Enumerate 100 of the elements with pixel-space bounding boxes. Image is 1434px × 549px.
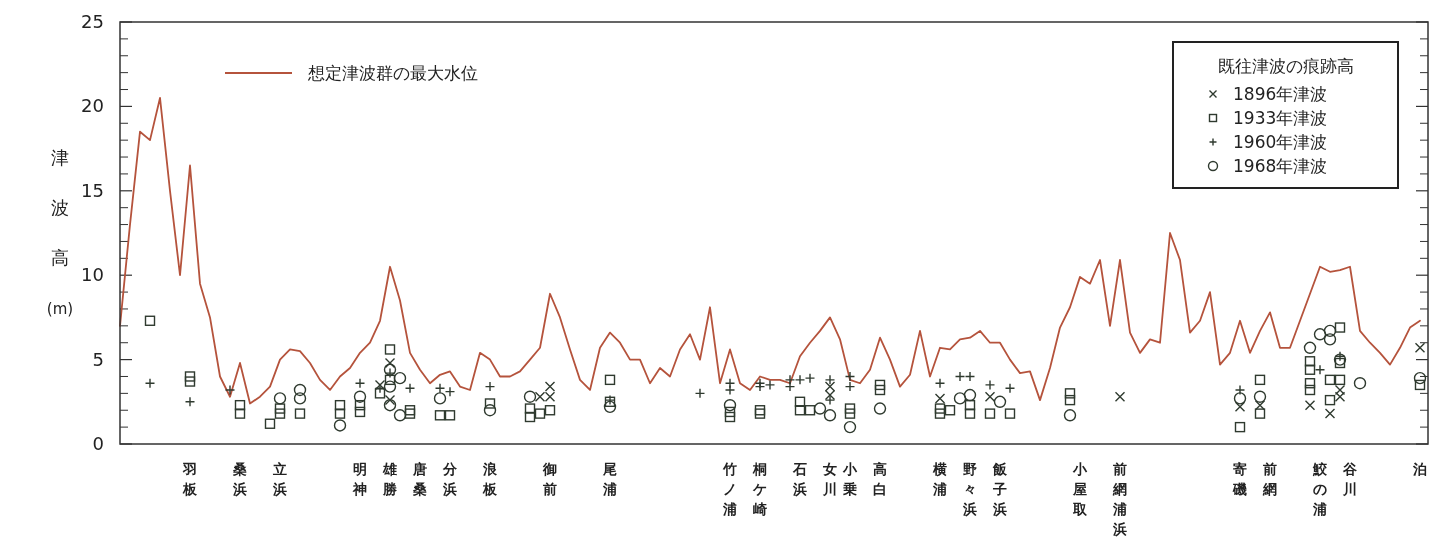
point [1334,322,1346,333]
point [374,388,386,399]
x-tick-label: 唐桑 [412,461,427,497]
point [1313,328,1327,341]
point [274,408,286,419]
point [844,403,856,414]
x-tick-label: 野々浜 [962,461,977,517]
x-tick-label: 立浜 [272,461,287,497]
x-tick-label: 谷川 [1342,461,1358,497]
point [934,408,946,419]
point [434,410,446,421]
legend-title: 既往津波の痕跡高 [1217,56,1354,76]
point [383,398,397,412]
point [1304,384,1316,396]
point [354,399,366,411]
point [184,371,196,382]
x-tick-label: 雄勝 [382,461,398,497]
point [1254,408,1266,419]
y-tick-label: 15 [81,179,104,201]
y-tick-label: 5 [92,348,104,370]
x-tick-label: 飯子浜 [992,461,1008,517]
point [393,409,407,422]
point [1334,357,1346,369]
x-tick-label: 明神 [352,461,367,497]
point [354,406,366,418]
point [523,390,537,403]
x-tick-label: 泊 [1412,461,1427,477]
legend-label: 1960年津波 [1233,132,1328,152]
point [993,395,1007,408]
point [1324,394,1336,406]
point [1304,356,1316,367]
point [1253,390,1267,403]
point [964,408,976,419]
point [934,393,946,404]
x-tick-label: 羽板 [182,461,198,497]
point [353,390,367,403]
point [184,376,196,387]
point [1323,324,1337,338]
y-tick-label: 25 [81,11,104,32]
point [433,392,447,405]
legend-label: 想定津波群の最大水位 [307,63,478,83]
x-tick-label: 高白 [873,461,887,497]
point [874,384,886,396]
point [273,392,287,405]
point [1324,374,1336,386]
point [293,392,307,405]
point [393,371,407,385]
point [1414,379,1426,391]
text: 津波高(m) [46,147,74,318]
point [804,405,816,416]
point [813,402,827,415]
point [483,404,497,417]
point [384,344,396,355]
point [234,408,246,419]
point [1323,333,1337,346]
point [144,315,156,326]
point [984,408,996,419]
point [1353,377,1367,390]
point [1303,341,1317,354]
point [1233,392,1247,405]
point [234,399,246,411]
point [294,408,306,419]
point [1234,421,1246,433]
point [1304,364,1316,375]
point [604,374,616,386]
point [524,403,536,414]
x-tick-label: 石浜 [792,461,807,497]
point [873,402,887,415]
x-tick-label: 女川 [822,461,837,497]
point [484,398,496,409]
point [384,374,396,386]
x-tick-label: 寄磯 [1232,461,1247,497]
point [293,383,307,397]
x-tick-label: 桐ケ崎 [752,461,767,517]
point [274,403,286,414]
point [603,400,617,414]
legend-label: 1968年津波 [1233,156,1328,176]
point [723,398,737,412]
point [944,405,956,416]
point [1334,374,1346,386]
point [1254,374,1266,386]
point [1063,409,1077,422]
x-tick-label: 前網 [1262,461,1277,497]
point [444,410,456,421]
point [934,403,946,414]
point [1324,408,1336,419]
x-tick-label: 浪板 [482,461,498,497]
x-tick-label: 桑浜 [232,461,247,497]
point [334,399,346,411]
y-tick-label: 10 [81,264,104,286]
y-tick-label: 0 [92,433,104,454]
point [534,408,546,419]
point [794,396,806,407]
point [823,409,837,422]
point [1333,353,1347,366]
point [963,388,977,402]
point [264,418,276,429]
x-tick-label: 御前 [542,461,557,497]
point [724,406,736,418]
x-tick-label: 分浜 [442,461,458,497]
